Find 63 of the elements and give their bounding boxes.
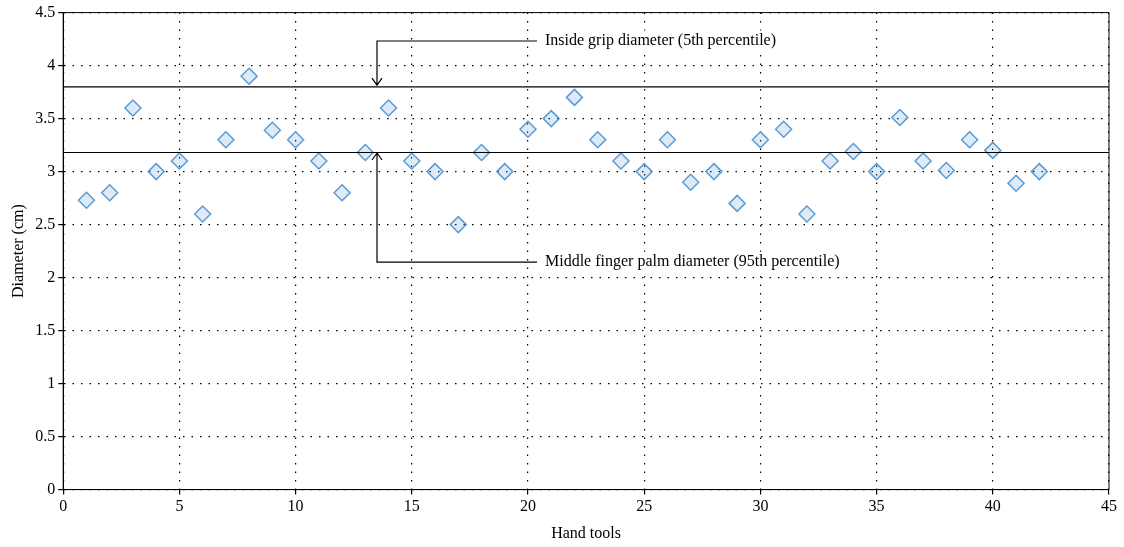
x-tick-label: 15 [403, 497, 420, 515]
point [496, 162, 514, 181]
point [542, 109, 560, 128]
point [705, 162, 723, 181]
x-tick-label: 45 [1101, 497, 1117, 515]
x-tick-label: 30 [752, 497, 769, 515]
x-tick-label: 20 [520, 497, 536, 515]
point [217, 131, 235, 149]
y-axis-title: Diameter (cm) [8, 204, 27, 298]
x-tick-label: 35 [868, 497, 885, 515]
point [310, 152, 328, 170]
point [193, 205, 212, 223]
y-tick-label: 3 [47, 161, 56, 179]
point [751, 131, 770, 149]
y-tick-label: 4.5 [35, 2, 56, 20]
point [867, 162, 886, 181]
point [124, 99, 142, 117]
point [658, 131, 677, 149]
x-tick-label: 25 [636, 497, 653, 515]
point [612, 152, 630, 170]
point [565, 88, 584, 107]
point [960, 131, 979, 149]
point [891, 108, 909, 127]
point [681, 173, 700, 191]
point [914, 152, 932, 170]
x-axis-title: Hand tools [551, 523, 621, 541]
point [426, 162, 444, 181]
x-tick-label: 5 [175, 497, 184, 515]
point [77, 191, 96, 209]
x-tick-label: 40 [984, 497, 1001, 515]
point [170, 152, 189, 170]
point [1007, 174, 1025, 193]
point [774, 120, 793, 138]
point [635, 162, 653, 181]
point [286, 131, 305, 149]
point [821, 152, 839, 170]
annotation: Inside grip diameter (5th percentile) [545, 30, 777, 49]
x-tick-label: 0 [59, 497, 68, 515]
point [403, 152, 421, 170]
point [379, 99, 398, 117]
y-tick-label: 0.5 [35, 426, 56, 444]
point [798, 205, 816, 223]
y-tick-label: 2 [47, 267, 56, 285]
point [519, 120, 537, 138]
x-tick-label: 10 [287, 497, 304, 515]
y-tick-label: 2.5 [35, 214, 56, 232]
point [984, 141, 1002, 160]
point [147, 162, 165, 181]
point [100, 184, 119, 202]
y-tick-label: 1 [47, 373, 56, 391]
point [728, 194, 746, 213]
y-tick-label: 1.5 [35, 320, 56, 338]
point [449, 215, 468, 234]
annotation: Middle finger palm diameter (95th percentile) [545, 251, 840, 270]
point [263, 121, 282, 140]
point [240, 67, 258, 85]
y-tick-label: 0 [47, 479, 56, 497]
y-tick-label: 3.5 [35, 108, 56, 126]
point [1030, 162, 1049, 181]
point [333, 184, 351, 202]
y-tick-label: 4 [47, 55, 56, 73]
point [937, 161, 956, 180]
point [588, 131, 607, 149]
